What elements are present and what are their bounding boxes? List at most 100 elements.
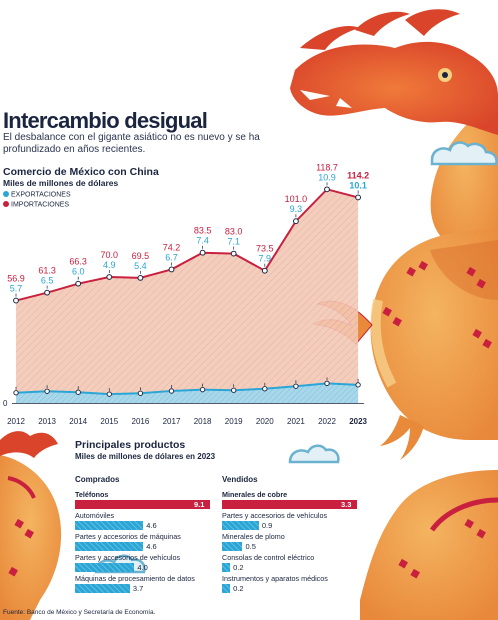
page-title: Intercambio desigual: [3, 108, 208, 133]
sold-product-item: Minerales de plomo 0.5: [222, 532, 397, 551]
sold-product-value: 0.2: [233, 563, 244, 572]
imports-label-2021: 101.0: [285, 194, 308, 204]
imports-line: [15, 188, 359, 302]
imports-label-2022: 118.7: [316, 162, 338, 172]
legend-exports-label: EXPORTACIONES: [11, 191, 71, 199]
sold-product-value: 0.9: [261, 521, 273, 530]
products-units: Miles de millones de dólares en 2023: [75, 452, 216, 461]
bought-product-item: Teléfonos 9.1: [75, 490, 250, 509]
sold-product-label: Consolas de control eléctrico: [222, 553, 315, 562]
x-tick-label-2023: 2023: [349, 417, 367, 426]
imports-point-2017: [168, 266, 175, 273]
imports-area: [16, 189, 359, 403]
exports-label-2019: 7.1: [227, 237, 240, 247]
sold-product-label: Instrumentos y aparatos médicos: [222, 574, 328, 583]
exports-point-2013: [44, 388, 50, 394]
bought-product-item: Partes y accesorios de vehículos 4.0: [75, 553, 250, 572]
imports-label-2016: 69.5: [132, 251, 150, 261]
bought-product-value: 4.0: [137, 563, 148, 572]
sold-product-bar: [222, 563, 231, 572]
sold-product-value: 3.3: [341, 500, 352, 509]
source-note: Fuente: Banco de México y Secretaría de …: [3, 609, 156, 616]
imports-point-2015: [106, 274, 113, 280]
x-tick-label-2018: 2018: [194, 417, 212, 426]
x-tick-label-2019: 2019: [225, 417, 243, 426]
exports-point-2021: [293, 383, 299, 389]
bought-product-label: Máquinas de procesamiento de datos: [75, 574, 195, 583]
bought-product-item: Automóviles 4.6: [75, 511, 250, 530]
imports-point-2022: [324, 186, 330, 193]
exports-point-2017: [168, 388, 175, 394]
bought-product-item: Máquinas de procesamiento de datos 3.7: [75, 574, 250, 593]
x-tick-label-2014: 2014: [69, 417, 87, 426]
x-tick-label-2013: 2013: [38, 417, 56, 426]
page-subtitle: El desbalance con el gigante asiático no…: [3, 132, 260, 155]
imports-label-2023: 114.2: [347, 170, 369, 180]
x-tick-label-2017: 2017: [163, 417, 181, 426]
exports-point-2015: [106, 391, 112, 397]
exports-point-2014: [75, 389, 81, 395]
legend-imports-label: IMPORTACIONES: [11, 201, 70, 209]
imports-point-2014: [75, 280, 82, 287]
bought-product-label: Automóviles: [75, 511, 115, 520]
sold-product-bar: [222, 584, 231, 593]
exports-line: [15, 382, 359, 396]
bought-product-label: Partes y accesorios de vehículos: [75, 553, 181, 562]
exports-point-2022: [324, 380, 330, 387]
imports-point-2016: [137, 275, 144, 281]
sold-product-item: Instrumentos y aparatos médicos 0.2: [222, 574, 397, 593]
bought-product-bar: [75, 500, 210, 509]
x-tick-label-2012: 2012: [7, 417, 25, 426]
dragon-claw-lower: [380, 415, 424, 460]
imports-point-2021: [293, 218, 299, 225]
exports-label-2012: 5.7: [10, 284, 23, 294]
exports-label-2021: 9.3: [290, 204, 303, 214]
bought-product-bar: [75, 584, 130, 593]
sold-header: Vendidos: [222, 475, 258, 484]
sold-product-item: Minerales de cobre 3.3: [222, 490, 397, 509]
imports-point-2019: [230, 250, 237, 257]
chart-units: Miles de millones de dólares: [3, 178, 119, 188]
x-tick-label-2022: 2022: [318, 417, 336, 426]
sold-product-value: 0.2: [233, 584, 244, 593]
dragon-upper-body: [430, 95, 498, 260]
imports-point-2013: [44, 289, 50, 296]
bought-product-value: 4.6: [146, 542, 157, 551]
imports-point-2012: [13, 297, 19, 304]
x-tick-label-2015: 2015: [100, 417, 118, 426]
y-zero-label: 0: [3, 399, 8, 408]
sold-product-item: Partes y accesorios de vehículos 0.9: [222, 511, 397, 530]
sold-product-label: Partes y accesorios de vehículos: [222, 511, 328, 520]
exports-label-2018: 7.4: [196, 236, 209, 246]
exports-point-2018: [199, 387, 206, 393]
exports-point-2019: [231, 387, 237, 393]
legend-exports-swatch: [3, 191, 9, 197]
exports-point-2016: [137, 390, 144, 396]
bought-product-bar: [75, 521, 144, 530]
sold-product-value: 0.5: [245, 542, 256, 551]
legend-exports: EXPORTACIONES: [3, 191, 71, 199]
exports-label-2016: 5.4: [134, 261, 147, 271]
bought-product-label: Teléfonos: [75, 490, 109, 499]
imports-point-2018: [199, 249, 206, 256]
legend-imports: IMPORTACIONES: [3, 201, 69, 209]
products-title: Principales productos: [75, 439, 186, 451]
x-tick-label-2020: 2020: [256, 417, 274, 426]
exports-label-2022: 10.9: [318, 172, 336, 182]
imports-point-2020: [261, 267, 268, 274]
x-tick-label-2016: 2016: [132, 417, 150, 426]
bought-product-value: 4.6: [146, 521, 157, 530]
exports-label-2013: 6.5: [41, 276, 54, 286]
exports-label-2023: 10.1: [349, 180, 367, 190]
chart-title: Comercio de México con China: [3, 166, 159, 178]
bought-product-label: Partes y accesorios de máquinas: [75, 532, 181, 541]
exports-label-2014: 6.0: [72, 267, 85, 277]
sold-product-bar: [222, 521, 259, 530]
sold-product-label: Minerales de plomo: [222, 532, 285, 541]
bought-product-bar: [75, 542, 144, 551]
exports-point-2020: [262, 386, 268, 392]
exports-label-2017: 6.7: [165, 252, 178, 262]
sold-product-item: Consolas de control eléctrico 0.2: [222, 553, 397, 572]
imports-label-2014: 66.3: [69, 257, 87, 267]
